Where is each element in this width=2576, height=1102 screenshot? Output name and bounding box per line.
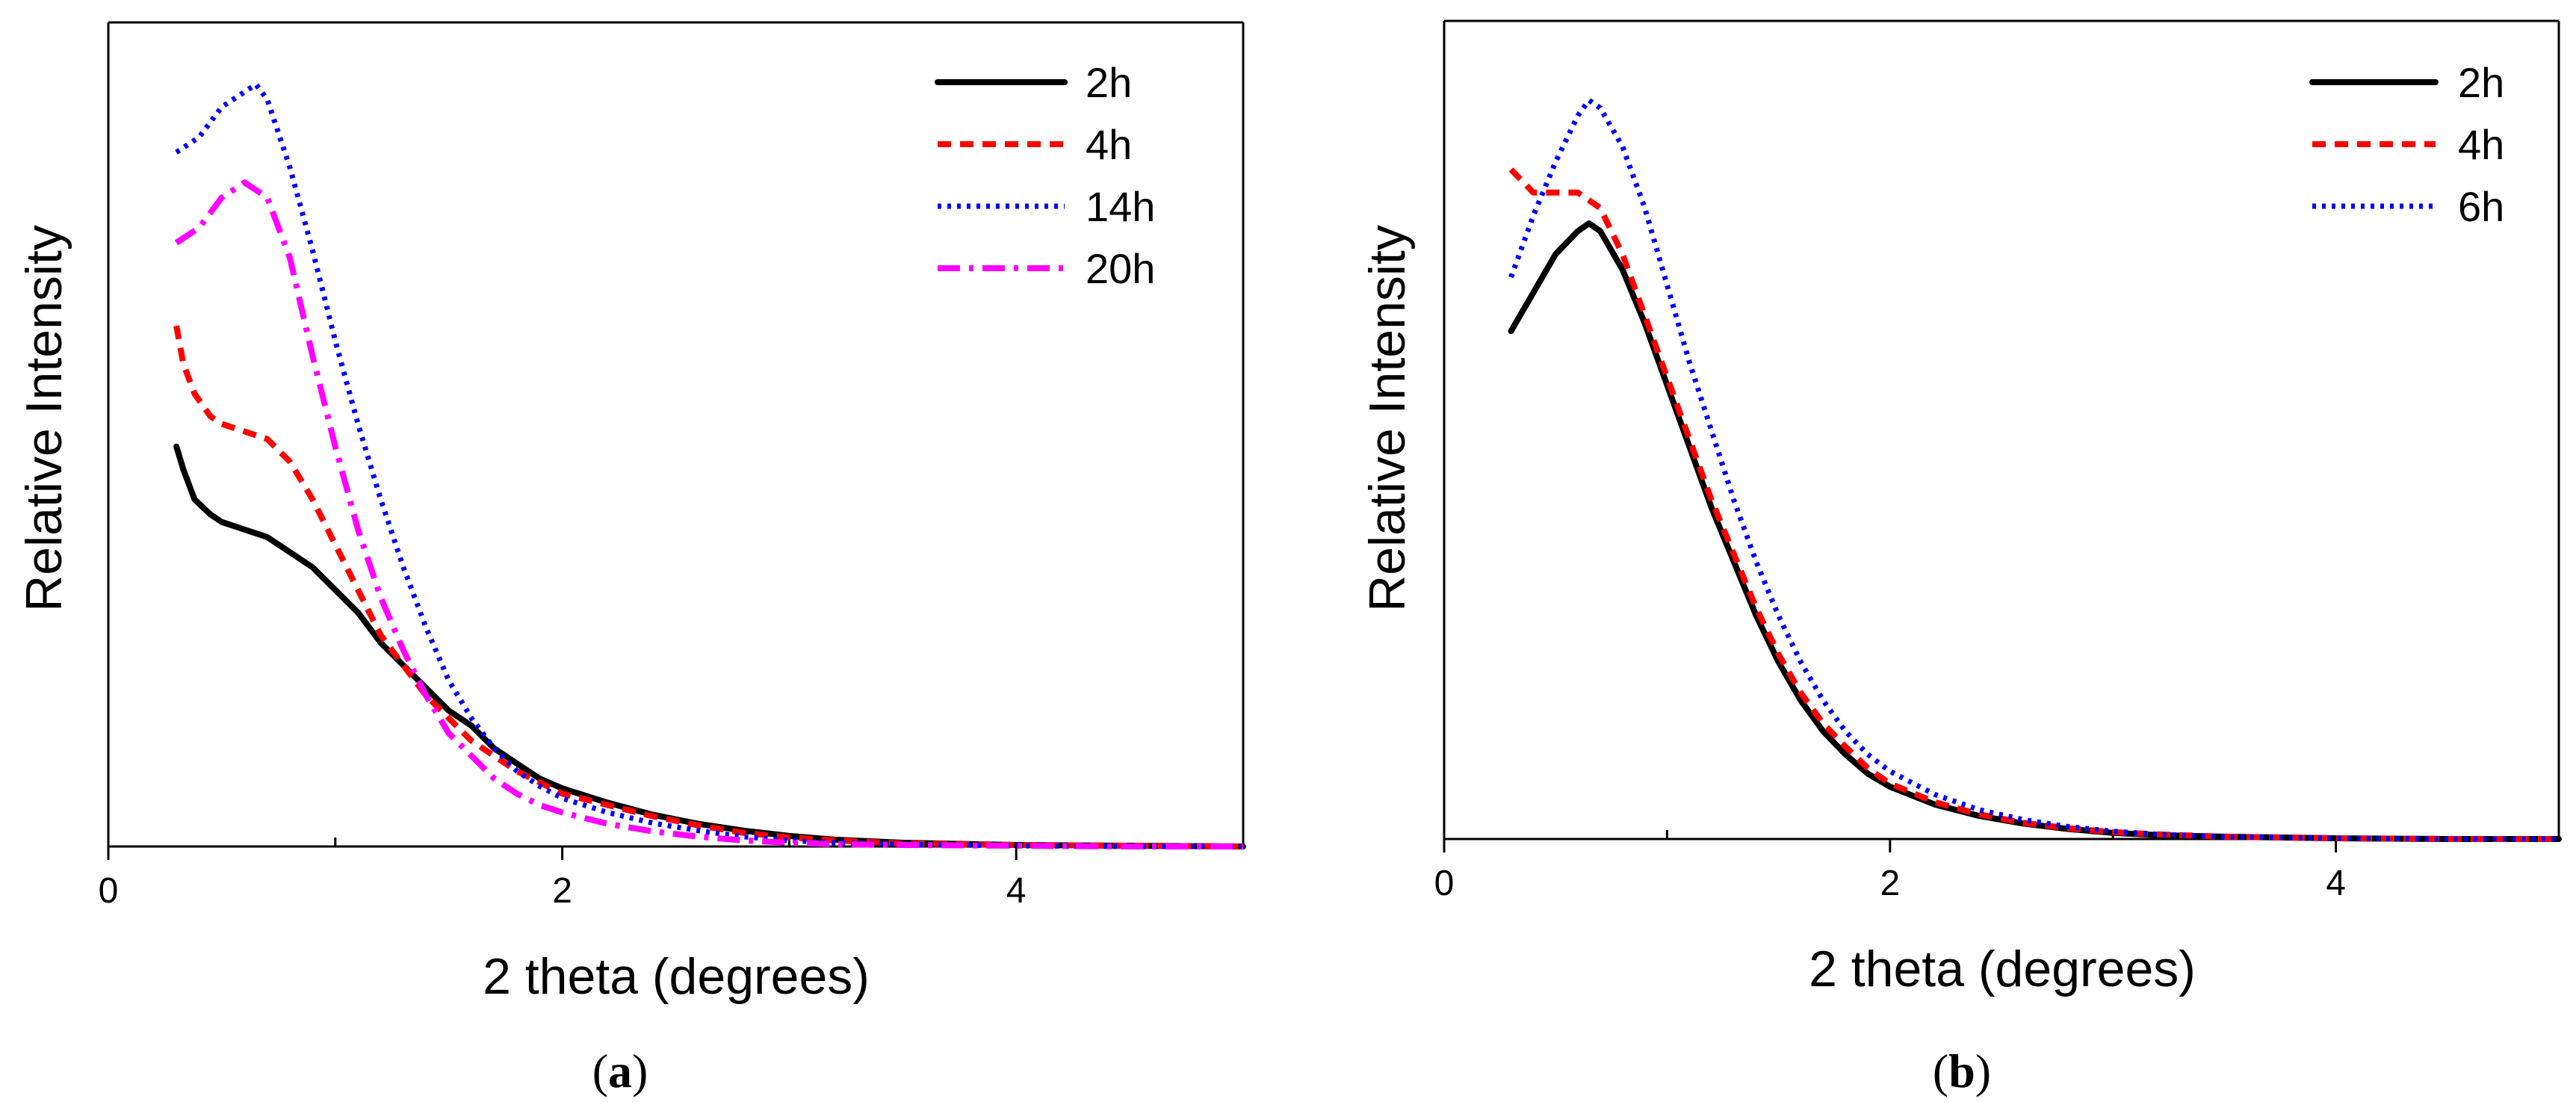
panel-label-a: (a) — [592, 1044, 648, 1098]
legend-label-2h: 2h — [1086, 59, 1132, 106]
y-axis-title-a: Relative Intensity — [16, 225, 72, 612]
x-axis-title-a: 2 theta (degrees) — [483, 948, 870, 1005]
panel-letter-a: a — [608, 1044, 632, 1098]
x-axis-title-b: 2 theta (degrees) — [1809, 941, 2196, 997]
y-axis-title-b: Relative Intensity — [1359, 225, 1416, 612]
chart-panel-b: 0 2 4 2h 4h 6h 2 theta (degrees) Relative In… — [1359, 19, 2562, 1098]
series-line-14h — [175, 81, 1243, 849]
panel-label-b: (b) — [1933, 1044, 1991, 1098]
series-group-a — [173, 81, 1246, 849]
x-tick-label: 2 — [552, 871, 572, 911]
x-tick-label: 4 — [1006, 871, 1027, 911]
legend-b: 2h 4h 6h — [2309, 59, 2504, 230]
legend-label-4h: 4h — [1086, 121, 1132, 168]
legend-label-14h: 14h — [1086, 183, 1155, 230]
series-line-2h — [173, 443, 1246, 849]
series-group-b — [1508, 97, 2562, 842]
legend-a: 2h 4h 14h 20h — [935, 59, 1155, 292]
x-tick-label: 2 — [1880, 864, 1900, 903]
series-line-2h — [1508, 220, 2562, 842]
series-line-6h — [1508, 97, 2559, 842]
series-line-20h — [174, 179, 1243, 849]
legend-label-6h: 6h — [2458, 183, 2504, 230]
series-line-4h — [173, 325, 1244, 849]
x-tick-label: 0 — [1434, 864, 1455, 903]
series-line-4h — [1508, 167, 2559, 842]
chart-panel-a: 0 2 4 2h 4h 14h 20h 2 theta (degrees) Relativ… — [16, 21, 1246, 1098]
x-tick-label: 4 — [2326, 864, 2346, 903]
panel-letter-b: b — [1948, 1044, 1975, 1098]
legend-label-4h: 4h — [2458, 121, 2504, 168]
legend-label-20h: 20h — [1086, 245, 1155, 292]
x-tick-label: 0 — [99, 871, 119, 911]
legend-label-2h: 2h — [2458, 59, 2504, 106]
x-ticks-a: 0 2 4 — [99, 838, 1245, 911]
